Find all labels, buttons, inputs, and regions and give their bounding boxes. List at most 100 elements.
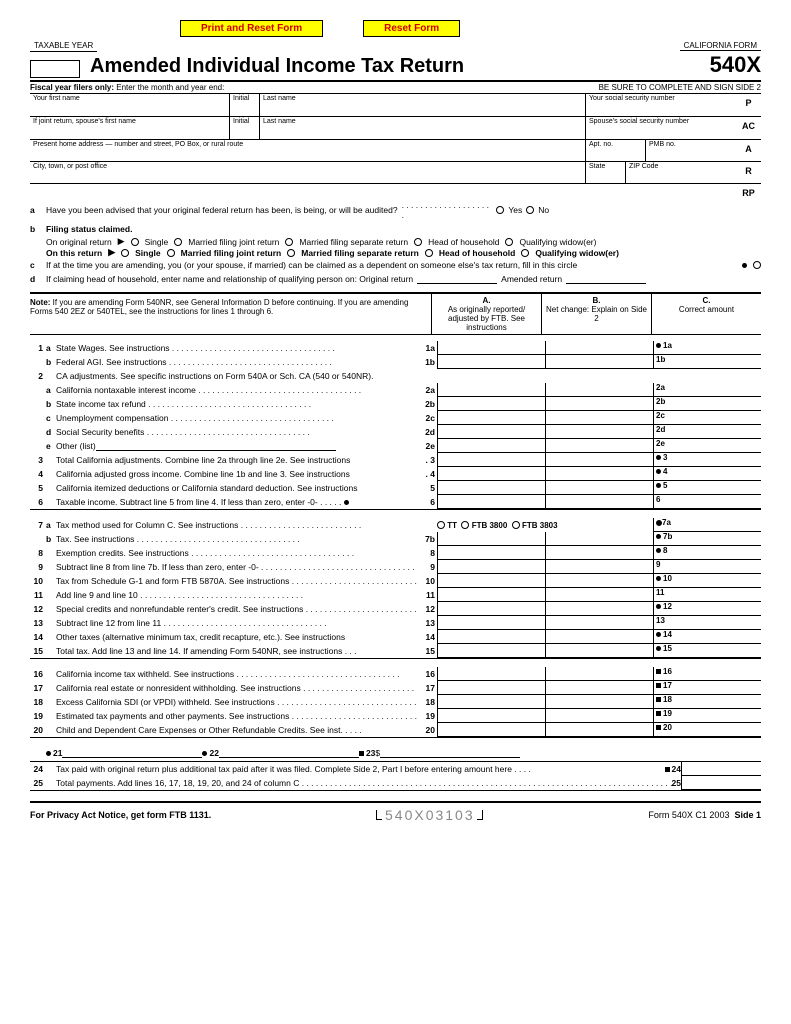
2b-col-c[interactable]: 2b [653,397,761,411]
25-col-c[interactable] [681,776,761,790]
20-col-b[interactable] [545,723,653,737]
19-col-b[interactable] [545,709,653,723]
3-col-b[interactable] [545,453,653,467]
dependent-radio[interactable] [753,261,761,269]
6-col-b[interactable] [545,495,653,509]
audited-no-radio[interactable] [526,206,534,214]
1a-col-a[interactable] [437,341,545,355]
tt-radio[interactable] [437,521,445,529]
zip-field[interactable]: ZIP Code [626,162,736,183]
2d-col-b[interactable] [545,425,653,439]
8-col-c[interactable]: 8 [653,546,761,560]
7a-col-c[interactable]: 7a [653,518,761,532]
ftb3800-radio[interactable] [461,521,469,529]
2e-col-c[interactable]: 2e [653,439,761,453]
last-name-field[interactable]: Last name [260,94,586,116]
9-col-c[interactable]: 9 [653,560,761,574]
line-23-field[interactable] [380,748,520,758]
10-col-b[interactable] [545,574,653,588]
6-col-c[interactable]: 6 [653,495,761,509]
20-col-a[interactable] [437,723,545,737]
orig-mfs-radio[interactable] [285,238,293,246]
1a-col-b[interactable] [545,341,653,355]
address-field[interactable]: Present home address — number and street… [30,140,586,161]
12-col-a[interactable] [437,602,545,616]
spouse-last-field[interactable]: Last name [260,117,586,139]
orig-hoh-name-field[interactable] [417,274,497,284]
2a-col-b[interactable] [545,383,653,397]
4-col-b[interactable] [545,467,653,481]
7b-col-b[interactable] [545,532,653,546]
spouse-ssn-field[interactable]: Spouse's social security number [586,117,736,139]
orig-hoh-radio[interactable] [414,238,422,246]
4-col-c[interactable]: 4 [653,467,761,481]
9-col-b[interactable] [545,560,653,574]
year-input-box[interactable] [30,60,80,78]
5-col-b[interactable] [545,481,653,495]
6-col-a[interactable] [437,495,545,509]
line-22-field[interactable] [219,748,359,758]
2c-col-c[interactable]: 2c [653,411,761,425]
16-col-a[interactable] [437,667,545,681]
this-qw-radio[interactable] [521,249,529,257]
pmb-field[interactable]: PMB no. [646,140,736,161]
2d-col-c[interactable]: 2d [653,425,761,439]
ftb3803-radio[interactable] [512,521,520,529]
8-col-a[interactable] [437,546,545,560]
2e-col-a[interactable] [437,439,545,453]
2e-col-b[interactable] [545,439,653,453]
5-col-c[interactable]: 5 [653,481,761,495]
20-col-c[interactable]: 20 [653,723,761,737]
spouse-first-field[interactable]: If joint return, spouse's first name [30,117,230,139]
12-col-c[interactable]: 12 [653,602,761,616]
11-col-b[interactable] [545,588,653,602]
line-21-field[interactable] [62,748,202,758]
17-col-c[interactable]: 17 [653,681,761,695]
9-col-a[interactable] [437,560,545,574]
13-col-a[interactable] [437,616,545,630]
16-col-b[interactable] [545,667,653,681]
orig-qw-radio[interactable] [505,238,513,246]
8-col-b[interactable] [545,546,653,560]
print-reset-button[interactable]: Print and Reset Form [180,20,323,37]
13-col-b[interactable] [545,616,653,630]
5-col-a[interactable] [437,481,545,495]
first-name-field[interactable]: Your first name [30,94,230,116]
15-col-c[interactable]: 15 [653,644,761,658]
this-hoh-radio[interactable] [425,249,433,257]
15-col-b[interactable] [545,644,653,658]
orig-mfj-radio[interactable] [174,238,182,246]
2b-col-b[interactable] [545,397,653,411]
1b-col-a[interactable] [437,355,545,369]
17-col-b[interactable] [545,681,653,695]
7b-col-a[interactable] [437,532,545,546]
16-col-c[interactable]: 16 [653,667,761,681]
11-col-c[interactable]: 11 [653,588,761,602]
14-col-b[interactable] [545,630,653,644]
audited-yes-radio[interactable] [496,206,504,214]
18-col-c[interactable]: 18 [653,695,761,709]
1b-col-b[interactable] [545,355,653,369]
1b-col-c[interactable]: 1b [653,355,761,369]
19-col-c[interactable]: 19 [653,709,761,723]
14-col-a[interactable] [437,630,545,644]
7b-col-c[interactable]: 7b [653,532,761,546]
apt-field[interactable]: Apt. no. [586,140,646,161]
2b-col-a[interactable] [437,397,545,411]
2a-col-c[interactable]: 2a [653,383,761,397]
other-list-field[interactable] [96,441,336,451]
3-col-c[interactable]: 3 [653,453,761,467]
3-col-a[interactable] [437,453,545,467]
amend-hoh-name-field[interactable] [566,274,646,284]
this-single-radio[interactable] [121,249,129,257]
city-field[interactable]: City, town, or post office [30,162,586,183]
10-col-c[interactable]: 10 [653,574,761,588]
18-col-a[interactable] [437,695,545,709]
14-col-c[interactable]: 14 [653,630,761,644]
this-mfs-radio[interactable] [287,249,295,257]
spouse-initial-field[interactable]: Initial [230,117,260,139]
4-col-a[interactable] [437,467,545,481]
17-col-a[interactable] [437,681,545,695]
12-col-b[interactable] [545,602,653,616]
1a-col-c[interactable]: 1a [653,341,761,355]
